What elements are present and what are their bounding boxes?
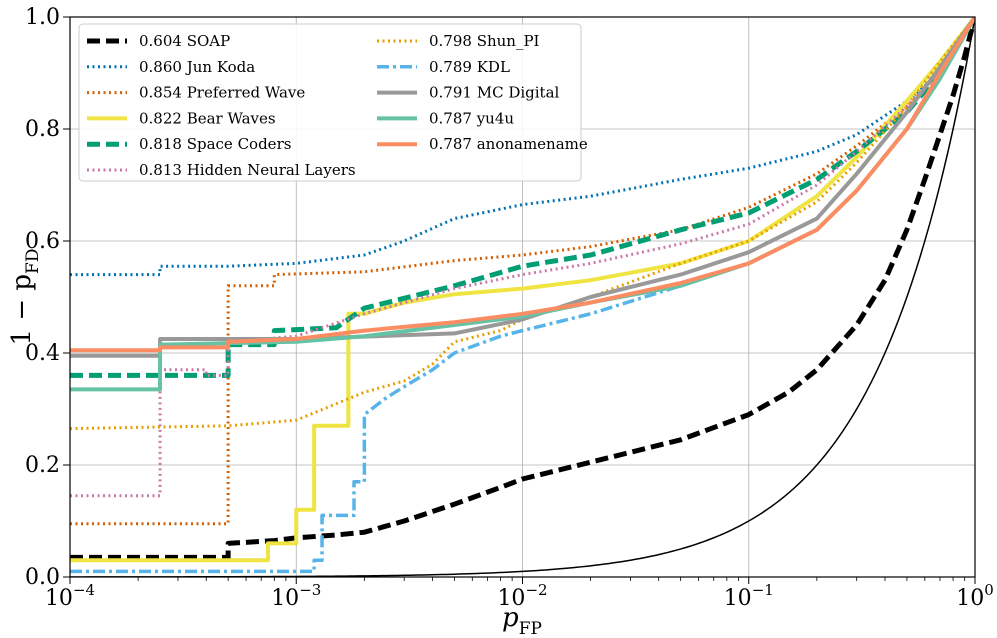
legend-label: 0.818 Space Coders [139, 135, 291, 153]
y-tick-label: 1.0 [25, 5, 60, 30]
legend-label: 0.854 Preferred Wave [139, 84, 305, 102]
legend-box [78, 23, 582, 182]
legend-label: 0.787 anonamename [429, 135, 588, 153]
series-line-0 [70, 17, 975, 560]
series-line-7 [70, 17, 975, 574]
x-axis-label-main: p [502, 603, 519, 633]
series-line-1 [70, 17, 975, 277]
legend-label: 0.789 KDL [429, 58, 510, 76]
x-axis-ticks: 10−4 10−3 10−2 10−1 100 [45, 577, 994, 611]
series-line-3 [70, 17, 975, 563]
y-axis-ticks: 0.0 0.2 0.4 0.6 0.8 1.0 [25, 5, 70, 590]
series-line-5 [70, 17, 975, 498]
legend-label: 0.798 Shun_PI [429, 32, 540, 50]
x-tick-label: 10−1 [724, 581, 774, 611]
y-axis-label: 1 − pFD [7, 249, 43, 346]
y-axis-label-sub: FD [23, 249, 43, 274]
series-line-10 [70, 17, 975, 353]
legend-label: 0.813 Hidden Neural Layers [139, 161, 356, 179]
y-tick-label: 0.6 [25, 229, 60, 254]
x-axis-label-sub: FP [519, 619, 542, 638]
series-line-4 [70, 17, 975, 378]
series-line-6 [70, 17, 975, 431]
x-tick-label: 10−2 [497, 581, 547, 611]
legend-label: 0.791 MC Digital [429, 84, 560, 102]
x-tick-label: 10−3 [271, 581, 321, 611]
y-axis-label-main: 1 − p [7, 274, 37, 346]
legend-label: 0.860 Jun Koda [139, 58, 255, 76]
y-tick-label: 0.2 [25, 453, 60, 478]
x-tick-label: 10−4 [45, 581, 95, 611]
y-tick-label: 0.8 [25, 117, 60, 142]
series-line-2 [70, 17, 975, 526]
legend-label: 0.604 SOAP [139, 32, 230, 50]
x-axis-label: pFP [502, 603, 542, 638]
legend-label: 0.822 Bear Waves [139, 109, 276, 127]
series-line-8 [70, 17, 975, 358]
x-tick-label: 100 [956, 581, 994, 611]
y-tick-label: 0.0 [25, 565, 60, 590]
legend-label: 0.787 yu4u [429, 109, 514, 127]
legend: 0.604 SOAP 0.860 Jun Koda 0.854 Preferred … [78, 23, 588, 182]
y-tick-label: 0.4 [25, 341, 60, 366]
